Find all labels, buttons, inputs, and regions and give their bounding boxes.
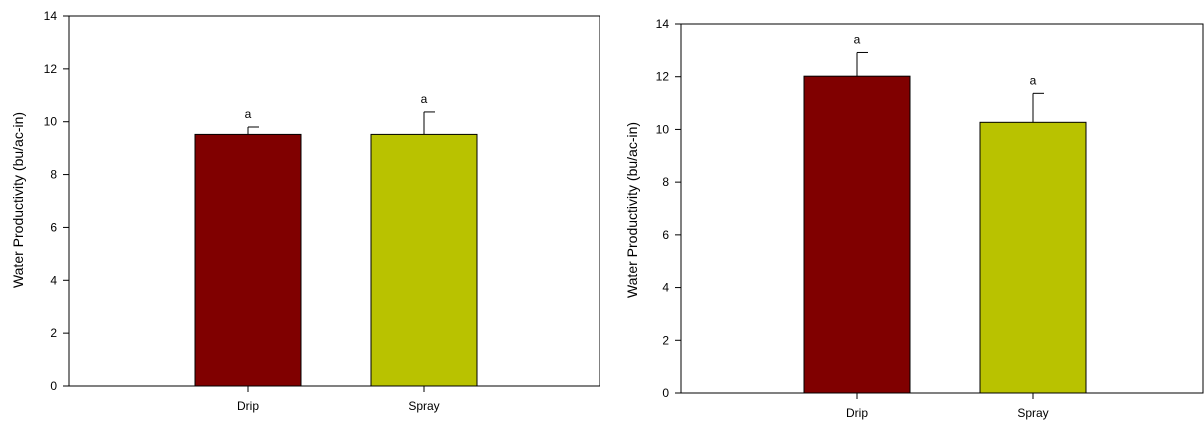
y-axis-ticks: 0 2 4 6 8 10 12 14 xyxy=(656,17,681,400)
y-tick-label: 4 xyxy=(50,273,57,287)
x-tick-label-drip: Drip xyxy=(846,406,868,420)
y-tick-label: 2 xyxy=(50,326,57,340)
water-productivity-chart-left: Water Productivity (bu/ac-in) 0 2 4 6 8 10 12 1… xyxy=(10,9,600,413)
y-tick-label: 8 xyxy=(50,168,57,182)
x-tick-label-spray: Spray xyxy=(1017,406,1048,420)
y-tick-label: 12 xyxy=(656,70,670,84)
bars: aa xyxy=(803,32,1087,394)
x-tick-label-spray: Spray xyxy=(408,399,439,413)
bar-drip xyxy=(194,133,302,387)
bar-drip xyxy=(803,75,911,394)
y-tick-label: 0 xyxy=(50,379,57,393)
bar-spray xyxy=(370,133,478,387)
y-axis-title: Water Productivity (bu/ac-in) xyxy=(624,122,640,298)
y-tick-label: 4 xyxy=(662,281,669,295)
x-axis-labels: Drip Spray xyxy=(237,386,440,413)
water-productivity-chart-right: Water Productivity (bu/ac-in) 0 2 4 6 8 10 12 1… xyxy=(624,17,1204,420)
y-axis-ticks: 0 2 4 6 8 10 12 14 xyxy=(44,9,69,393)
x-tick-label-drip: Drip xyxy=(237,399,259,413)
significance-label-drip: a xyxy=(245,107,252,121)
significance-label-spray: a xyxy=(1030,73,1037,87)
y-tick-label: 14 xyxy=(656,17,670,31)
significance-label-spray: a xyxy=(421,92,428,106)
x-axis-labels: Drip Spray xyxy=(846,393,1049,420)
y-tick-label: 8 xyxy=(662,175,669,189)
y-tick-label: 14 xyxy=(44,9,58,23)
y-tick-label: 0 xyxy=(662,386,669,400)
y-tick-label: 10 xyxy=(44,115,58,129)
plot-frame xyxy=(680,23,1204,394)
y-tick-label: 10 xyxy=(656,122,670,136)
plot-frame xyxy=(68,15,600,387)
bar-spray xyxy=(979,121,1087,394)
significance-label-drip: a xyxy=(854,32,861,46)
y-tick-label: 6 xyxy=(50,220,57,234)
y-tick-label: 2 xyxy=(662,333,669,347)
y-axis-title: Water Productivity (bu/ac-in) xyxy=(10,112,26,288)
bars: aa xyxy=(194,92,478,387)
y-tick-label: 6 xyxy=(662,228,669,242)
y-tick-label: 12 xyxy=(44,62,58,76)
